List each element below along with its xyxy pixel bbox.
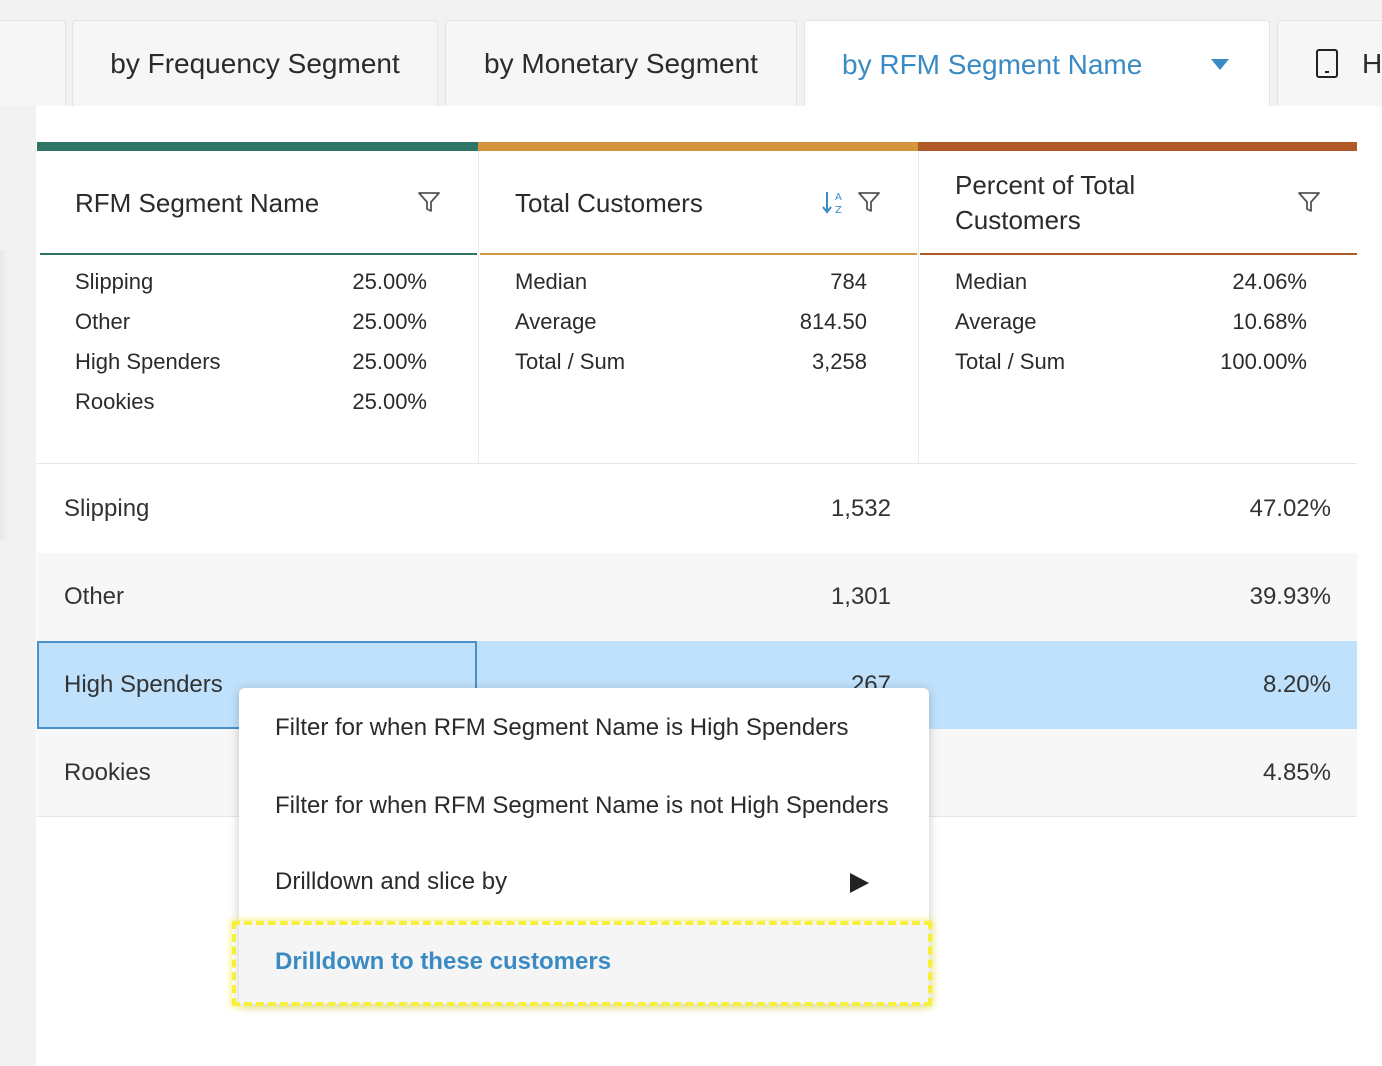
column-header-label: Customers — [955, 205, 1081, 235]
column-color-bar-customers — [478, 142, 918, 151]
column-summary-customers: Median 784 Average 814.50 Total / Sum 3,258 — [515, 262, 867, 382]
summary-value: 814.50 — [799, 309, 867, 334]
filter-icon[interactable] — [857, 190, 881, 214]
summary-value: 784 — [830, 269, 867, 294]
table-row[interactable]: Other 1,301 39.93% — [37, 553, 1357, 641]
tab-bar: by Frequency Segment by Monetary Segment… — [0, 0, 1382, 108]
tab-by-monetary-segment[interactable]: by Monetary Segment — [445, 20, 797, 106]
tab-by-frequency-segment[interactable]: by Frequency Segment — [72, 20, 438, 106]
column-header-rfm-segment-name[interactable]: RFM Segment Name — [75, 151, 455, 255]
filter-icon[interactable] — [417, 190, 441, 214]
summary-row: Average 10.68% — [955, 302, 1307, 342]
column-header-percent-of-total[interactable]: Percent of Total Customers — [955, 151, 1255, 255]
tab-label: by Monetary Segment — [484, 47, 758, 79]
summary-label: Other — [75, 309, 131, 334]
column-summary-segment: Slipping 25.00% Other 25.00% High Spenders… — [75, 262, 427, 422]
cell-total-customers[interactable]: 1,532 — [830, 495, 891, 522]
column-divider — [918, 151, 919, 463]
summary-value: 10.68% — [1232, 309, 1307, 334]
menu-item-label: Filter for when RFM Segment Name is High… — [275, 714, 849, 741]
menu-item-drilldown-slice-by[interactable]: Drilldown and slice by — [239, 844, 929, 920]
column-divider — [478, 151, 479, 463]
summary-label: Total / Sum — [515, 349, 626, 374]
left-edge-shadow — [0, 250, 8, 540]
column-header-total-customers[interactable]: Total Customers — [515, 151, 815, 255]
summary-label: Median — [515, 269, 588, 294]
cell-segment-name[interactable]: Rookies — [64, 759, 151, 786]
menu-item-label: Filter for when RFM Segment Name is not … — [275, 792, 889, 819]
cell-percent[interactable]: 39.93% — [1249, 583, 1331, 610]
summary-value: 25.00% — [352, 349, 427, 374]
tab-label: by RFM Segment Name — [842, 48, 1143, 80]
summary-row: Total / Sum 100.00% — [955, 342, 1307, 382]
summary-value: 3,258 — [811, 349, 867, 374]
summary-label: Median — [955, 269, 1028, 294]
tab-h-partial[interactable]: H — [1277, 20, 1382, 106]
cell-percent[interactable]: 4.85% — [1262, 759, 1331, 786]
summary-row: Average 814.50 — [515, 302, 867, 342]
tab-label: H — [1362, 47, 1382, 79]
menu-item-drilldown-to-customers[interactable]: Drilldown to these customers — [239, 920, 929, 1004]
column-color-bar-segment — [37, 142, 478, 151]
summary-label: Average — [955, 309, 1037, 334]
summary-label: High Spenders — [75, 349, 221, 374]
cell-total-customers[interactable]: 1,301 — [830, 583, 891, 610]
summary-value: 24.06% — [1232, 269, 1307, 294]
summary-value: 25.00% — [352, 389, 427, 414]
table-row[interactable]: Slipping 1,532 47.02% — [37, 465, 1357, 553]
cell-percent[interactable]: 47.02% — [1249, 495, 1331, 522]
summary-label: Average — [515, 309, 597, 334]
summary-row: Other 25.00% — [75, 302, 427, 342]
filter-icon[interactable] — [1297, 190, 1321, 214]
summary-row: Rookies 25.00% — [75, 382, 427, 422]
header-underline — [40, 253, 477, 255]
column-color-bar-percent — [918, 142, 1357, 151]
menu-item-filter-is[interactable]: Filter for when RFM Segment Name is High… — [239, 688, 929, 768]
summary-row: Median 24.06% — [955, 262, 1307, 302]
summary-value: 100.00% — [1220, 349, 1307, 374]
summary-value: 25.00% — [352, 269, 427, 294]
submenu-arrow-icon — [850, 873, 869, 893]
summary-label: Rookies — [75, 389, 155, 414]
column-header-label: Total Customers — [515, 187, 703, 218]
cell-segment-name[interactable]: High Spenders — [64, 671, 223, 698]
summary-label: Total / Sum — [955, 349, 1066, 374]
tab-previous-partial[interactable] — [0, 20, 66, 106]
sort-az-icon[interactable]: A Z — [822, 189, 846, 215]
tab-by-rfm-segment-name[interactable]: by RFM Segment Name — [804, 20, 1270, 108]
column-header-label: RFM Segment Name — [75, 187, 320, 218]
svg-text:Z: Z — [835, 205, 842, 215]
summary-value: 25.00% — [352, 309, 427, 334]
summary-label: Slipping — [75, 269, 154, 294]
context-menu: Filter for when RFM Segment Name is High… — [239, 688, 929, 1004]
summary-row: Slipping 25.00% — [75, 262, 427, 302]
cell-segment-name[interactable]: Slipping — [64, 495, 150, 522]
header-underline — [480, 253, 917, 255]
menu-item-label: Drilldown to these customers — [275, 948, 612, 975]
caret-down-icon[interactable] — [1211, 59, 1229, 70]
tab-label: by Frequency Segment — [110, 47, 400, 79]
column-header-label: Percent of Total — [955, 170, 1136, 200]
svg-text:A: A — [835, 192, 842, 203]
summary-row: Median 784 — [515, 262, 867, 302]
summary-row: High Spenders 25.00% — [75, 342, 427, 382]
cell-segment-name[interactable]: Other — [64, 583, 125, 610]
summary-row: Total / Sum 3,258 — [515, 342, 867, 382]
summary-divider — [37, 463, 1357, 464]
tablet-icon — [1316, 49, 1338, 78]
menu-item-label: Drilldown and slice by — [275, 868, 508, 895]
menu-item-filter-is-not[interactable]: Filter for when RFM Segment Name is not … — [239, 768, 929, 844]
header-underline — [920, 253, 1357, 255]
column-summary-percent: Median 24.06% Average 10.68% Total / Sum 10… — [955, 262, 1307, 382]
cell-percent[interactable]: 8.20% — [1262, 671, 1331, 698]
